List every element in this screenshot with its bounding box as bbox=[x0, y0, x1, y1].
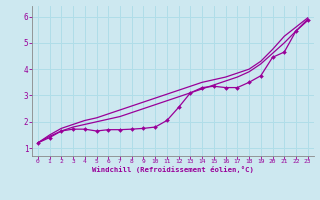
X-axis label: Windchill (Refroidissement éolien,°C): Windchill (Refroidissement éolien,°C) bbox=[92, 166, 254, 173]
